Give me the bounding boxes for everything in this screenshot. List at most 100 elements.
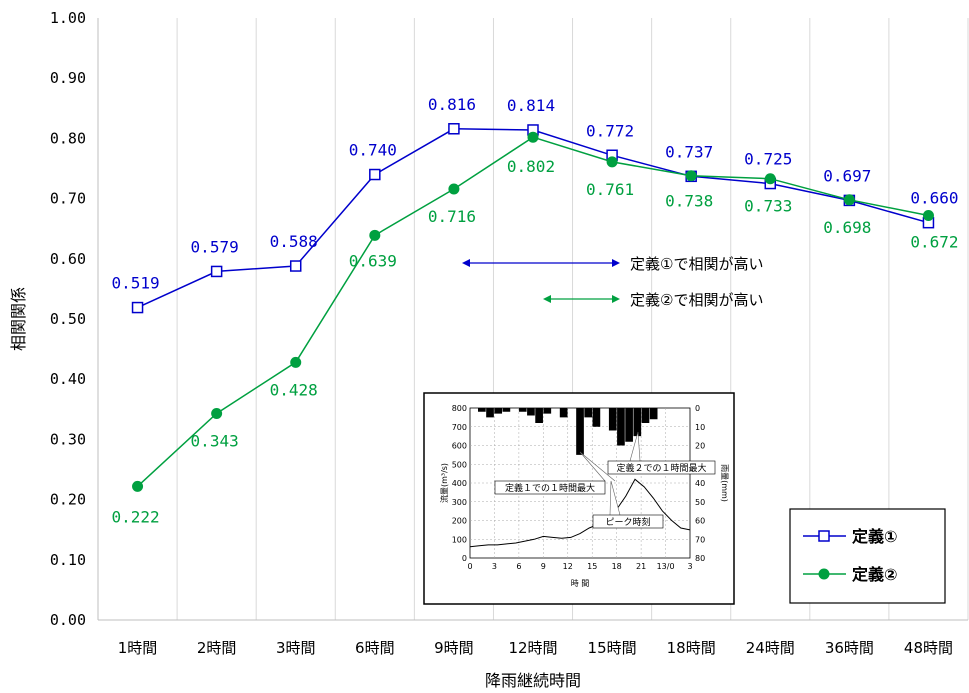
arrowhead-right <box>612 259 620 267</box>
inset-right-tick: 60 <box>695 517 705 526</box>
inset-rain-bar <box>633 408 641 436</box>
inset-rain-bar <box>527 408 535 416</box>
inset-x-tick: 13/0 <box>657 562 675 571</box>
x-tick-label: 24時間 <box>746 639 795 657</box>
legend-marker <box>819 569 830 580</box>
x-tick-label: 9時間 <box>434 639 474 657</box>
data-point <box>370 170 380 180</box>
data-point <box>923 210 934 221</box>
y-axis: 0.00 0.10 0.20 0.30 0.40 0.50 0.60 0.70 0.80 0.90… <box>50 9 98 629</box>
inset-left-tick: 0 <box>462 554 467 563</box>
legend-label: 定義② <box>851 565 898 584</box>
data-point <box>844 194 855 205</box>
legend-box <box>790 509 945 603</box>
data-point <box>133 303 143 313</box>
inset-rain-bar <box>642 408 650 423</box>
data-label: 0.579 <box>191 237 239 256</box>
data-label: 0.343 <box>191 432 239 451</box>
inset-x-tick: 9 <box>541 562 546 571</box>
y-tick-label: 0.90 <box>50 69 86 87</box>
data-label: 0.660 <box>910 189 958 208</box>
x-axis-label: 降雨継続時間 <box>485 671 581 690</box>
inset-rain-bar <box>609 408 617 431</box>
series-1: 0.519 0.579 0.588 0.740 0.816 0.814 0.772 0.737… <box>111 95 958 313</box>
inset-x-tick: 3 <box>687 562 692 571</box>
data-label: 0.733 <box>744 197 792 216</box>
data-label: 0.588 <box>270 232 318 251</box>
x-tick-label: 18時間 <box>667 639 716 657</box>
x-tick-label: 48時間 <box>904 639 953 657</box>
arrowhead-left <box>543 295 551 303</box>
data-label: 0.639 <box>349 251 397 270</box>
data-point <box>449 124 459 134</box>
data-label: 0.716 <box>428 207 476 226</box>
data-point <box>290 357 301 368</box>
arrowhead-left <box>462 259 470 267</box>
data-label: 0.740 <box>349 141 397 160</box>
inset-right-tick: 70 <box>695 535 705 544</box>
data-point <box>528 132 539 143</box>
inset-x-tick: 21 <box>636 562 646 571</box>
inset-rain-bar <box>519 408 527 412</box>
data-point <box>765 173 776 184</box>
x-tick-label: 3時間 <box>276 639 316 657</box>
inset-hydrograph: 8007006005004003002001000010203040506070… <box>424 393 734 604</box>
y-tick-label: 0.30 <box>50 430 86 448</box>
inset-left-tick: 500 <box>452 460 467 469</box>
legend-marker <box>819 531 829 541</box>
data-label: 0.814 <box>507 96 555 115</box>
inset-rain-bar <box>576 408 584 455</box>
data-point <box>211 408 222 419</box>
inset-rain-bar <box>535 408 543 423</box>
data-point <box>132 481 143 492</box>
data-point <box>686 170 697 181</box>
inset-left-axis-label: 流量(m³/s) <box>439 463 449 503</box>
inset-callout-text: 定義１での１時間最大 <box>505 482 595 494</box>
x-tick-label: 12時間 <box>508 639 557 657</box>
inset-callout-text: 定義２での１時間最大 <box>616 462 706 474</box>
inset-right-tick: 10 <box>695 423 705 432</box>
inset-x-tick: 0 <box>467 562 472 571</box>
inset-x-tick: 12 <box>563 562 573 571</box>
data-point <box>212 266 222 276</box>
inset-callout-text: ピーク時刻 <box>605 516 650 528</box>
x-tick-label: 15時間 <box>588 639 637 657</box>
data-point <box>291 261 301 271</box>
inset-rain-bar <box>593 408 601 427</box>
inset-rain-bar <box>543 408 551 414</box>
inset-x-tick: 6 <box>516 562 521 571</box>
inset-left-tick: 300 <box>452 498 467 507</box>
data-label: 0.672 <box>910 232 958 251</box>
data-label: 0.772 <box>586 121 634 140</box>
inset-rain-bar <box>503 408 511 412</box>
inset-rain-bar <box>560 408 568 417</box>
inset-x-tick: 15 <box>587 562 597 571</box>
annotation-text: 定義②で相関が高い <box>630 291 763 309</box>
x-tick-label: 2時間 <box>197 639 237 657</box>
data-label: 0.761 <box>586 180 634 199</box>
y-tick-label: 0.50 <box>50 310 86 328</box>
inset-x-tick: 3 <box>492 562 497 571</box>
y-tick-label: 0.00 <box>50 611 86 629</box>
y-tick-label: 0.60 <box>50 250 86 268</box>
inset-left-tick: 200 <box>452 517 467 526</box>
y-tick-label: 1.00 <box>50 9 86 27</box>
y-tick-label: 0.20 <box>50 491 86 509</box>
data-label: 0.222 <box>111 507 159 526</box>
data-label: 0.519 <box>111 274 159 293</box>
data-point <box>369 230 380 241</box>
y-tick-label: 0.80 <box>50 129 86 147</box>
data-label: 0.725 <box>744 150 792 169</box>
data-label: 0.698 <box>823 218 871 237</box>
arrowhead-right <box>612 295 620 303</box>
legend-label: 定義① <box>851 527 898 546</box>
inset-x-label: 時 間 <box>571 579 590 588</box>
x-tick-label: 1時間 <box>118 639 158 657</box>
inset-rain-bar <box>617 408 625 446</box>
data-label: 0.802 <box>507 157 555 176</box>
data-label: 0.738 <box>665 192 713 211</box>
inset-right-tick: 50 <box>695 498 705 507</box>
data-label: 0.428 <box>270 380 318 399</box>
inset-rain-bar <box>650 408 658 419</box>
